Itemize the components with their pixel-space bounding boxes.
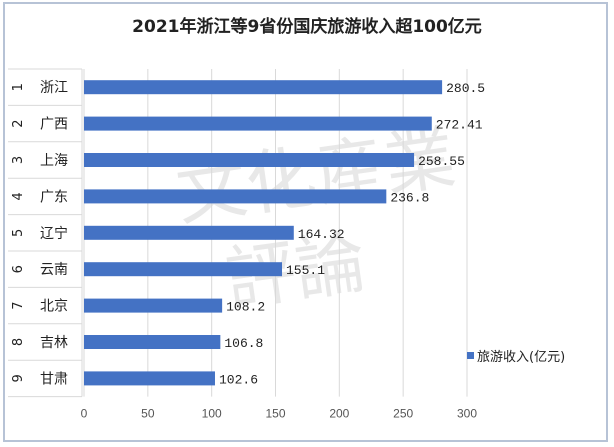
x-tick-label: 0 — [81, 407, 88, 421]
data-label: 272.41 — [436, 118, 483, 133]
chart-frame — [3, 2, 608, 442]
rank-label: 9 — [11, 374, 26, 382]
chart-title: 2021年浙江等9省份国庆旅游收入超100亿元 — [132, 17, 482, 37]
data-label: 164.32 — [298, 227, 345, 242]
rank-label: 4 — [11, 192, 26, 200]
data-label: 258.55 — [418, 154, 465, 169]
data-label: 108.2 — [226, 300, 265, 315]
rank-label: 5 — [11, 229, 26, 237]
category-label: 辽宁 — [40, 225, 68, 242]
bar — [84, 335, 221, 349]
rank-label: 7 — [11, 301, 26, 309]
category-label: 上海 — [40, 153, 68, 169]
data-label: 155.1 — [286, 263, 325, 278]
bar — [84, 371, 215, 386]
rank-label: 1 — [11, 83, 26, 91]
category-label: 甘肃 — [40, 371, 68, 387]
category-label: 广东 — [40, 189, 68, 205]
bar — [84, 262, 283, 277]
x-tick-label: 200 — [329, 407, 349, 421]
data-label: 102.6 — [219, 372, 258, 387]
category-label: 云南 — [40, 262, 68, 278]
bar — [84, 116, 432, 131]
legend-label: 旅游收入(亿元) — [477, 350, 566, 365]
bar — [84, 225, 294, 240]
category-label: 广西 — [40, 117, 68, 133]
x-tick-label: 150 — [265, 407, 285, 421]
category-label: 北京 — [40, 299, 68, 315]
rank-label: 3 — [11, 156, 26, 164]
bar — [84, 298, 223, 313]
x-tick-label: 100 — [202, 407, 222, 421]
legend: 旅游收入(亿元) — [467, 346, 565, 365]
category-label: 浙江 — [40, 80, 68, 96]
data-label: 280.5 — [446, 81, 485, 96]
bar — [84, 189, 387, 204]
x-tick-label: 250 — [393, 407, 413, 421]
rank-label: 2 — [11, 119, 26, 127]
legend-swatch — [467, 352, 474, 359]
bar — [84, 153, 415, 167]
rank-label: 8 — [11, 338, 26, 346]
x-tick-label: 300 — [457, 407, 477, 421]
x-tick-label: 50 — [141, 407, 155, 421]
category-label: 吉林 — [40, 335, 68, 351]
data-label: 106.8 — [224, 336, 263, 351]
data-label: 236.8 — [390, 190, 429, 205]
rank-label: 6 — [11, 265, 26, 273]
bar — [84, 80, 443, 95]
